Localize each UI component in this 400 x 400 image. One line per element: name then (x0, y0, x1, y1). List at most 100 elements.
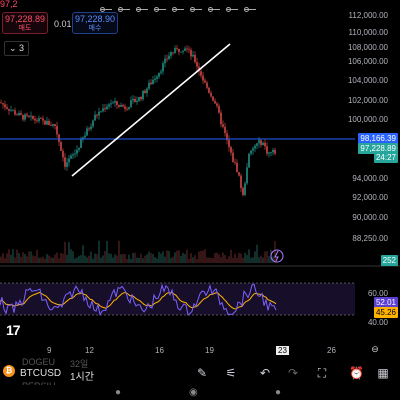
candle-body (190, 49, 192, 57)
indicators-toggle[interactable]: ⌄ 3 (4, 41, 30, 56)
fullscreen-icon[interactable]: ⛶ (317, 366, 327, 380)
candle-body (24, 114, 26, 120)
arrow-line-icon[interactable] (208, 5, 220, 13)
volume-bar (92, 258, 94, 263)
settings-sliders-icon[interactable]: ⚟ (225, 366, 237, 380)
volume-bar (84, 255, 86, 263)
volume-bar (28, 251, 30, 263)
oscillator-slow-line (0, 291, 277, 310)
volume-bar (34, 256, 36, 263)
volume-bar (104, 251, 106, 263)
volume-bar (18, 252, 20, 263)
volume-bar (244, 253, 246, 263)
candle-body (4, 104, 6, 108)
bottom-dot: ● (275, 387, 282, 398)
price-axis-label: 104,000.00 (347, 76, 388, 85)
last-price-tag: 97,228.89 (358, 143, 398, 154)
candle-body (90, 126, 92, 129)
candle-body (142, 90, 144, 100)
undo-icon[interactable]: ↶ (259, 366, 271, 380)
candle-body (236, 162, 238, 173)
osc-slow-tag: 45.26 (373, 307, 398, 318)
redo-icon[interactable]: ↷ (287, 366, 299, 380)
candle-body (160, 71, 162, 73)
candle-body (138, 97, 140, 101)
horizontal-line-price-tag[interactable]: 98,166.39 (358, 133, 398, 144)
candle-body (188, 49, 190, 51)
buy-label: 매수 (88, 25, 102, 32)
volume-bar (188, 258, 190, 263)
volume-bar (108, 253, 110, 263)
volume-bar (8, 249, 10, 263)
volume-bar (142, 258, 144, 263)
time-axis-settings-icon[interactable]: ⊖ (371, 344, 379, 354)
volume-bar (220, 257, 222, 263)
candle-body (154, 78, 156, 80)
segment-tool-icon[interactable] (136, 5, 148, 13)
volume-bar (238, 252, 240, 263)
cross-line-icon[interactable] (226, 5, 238, 13)
candle-body (96, 114, 98, 116)
candle-body (0, 102, 2, 104)
volume-bar (42, 256, 44, 263)
volume-bar (20, 256, 22, 263)
oscillator-fast-line (0, 283, 277, 316)
candle-body (124, 106, 126, 109)
info-line-icon[interactable] (190, 5, 202, 13)
volume-bar (144, 255, 146, 263)
price-axis-label: 106,000.00 (347, 57, 388, 66)
volume-bar (194, 255, 196, 263)
volume-bar (148, 251, 150, 263)
candle-body (208, 87, 210, 93)
ghost-symbol-row: 32일 (70, 359, 89, 369)
bottom-dot: ● (115, 387, 122, 398)
volume-bar (44, 258, 46, 263)
volume-bar (168, 251, 170, 263)
candle-body (194, 54, 196, 63)
candle-body (28, 115, 30, 117)
extended-line-icon[interactable] (154, 5, 166, 13)
volume-lightning-icon[interactable] (270, 249, 284, 263)
trend-tool-icon[interactable] (118, 5, 130, 13)
oscillator-band (0, 283, 355, 315)
symbol-name[interactable]: BTCUSD (20, 368, 62, 379)
volume-bar (22, 252, 24, 263)
pencil-icon[interactable]: ✎ (196, 366, 208, 380)
volume-bar (266, 251, 268, 263)
volume-bar (158, 251, 160, 263)
candle-body (134, 98, 136, 103)
trend-line[interactable] (71, 43, 231, 177)
candle-body (2, 103, 4, 105)
spread-value: 0.01 (54, 19, 72, 29)
candle-body (70, 155, 72, 159)
volume-bar (262, 257, 264, 263)
candle-body (170, 52, 172, 56)
volume-bar (264, 251, 266, 263)
angle-tool-icon[interactable] (244, 5, 256, 13)
calendar-icon[interactable]: ▦ (377, 366, 389, 380)
volume-bar (50, 257, 52, 263)
sell-button[interactable]: 97,228.89 매도 (2, 12, 48, 34)
candle-body (8, 108, 10, 111)
candle-body (68, 158, 70, 163)
volume-bar (40, 257, 42, 263)
candle-body (272, 149, 274, 153)
volume-bar (202, 250, 204, 263)
horizontal-ray-icon[interactable] (172, 5, 184, 13)
price-axis-label: 102,000.00 (347, 96, 388, 105)
volume-bar (178, 250, 180, 263)
volume-bar (0, 256, 2, 263)
price-axis-label: 108,000.00 (347, 43, 388, 52)
volume-bar (258, 257, 260, 263)
ray-tool-icon[interactable] (100, 5, 112, 13)
alert-icon[interactable]: ⏰ (349, 366, 364, 380)
volume-bar (246, 254, 248, 263)
volume-bar (156, 258, 158, 263)
buy-button[interactable]: 97,228.90 매수 (72, 12, 118, 34)
candle-body (22, 114, 24, 120)
candle-body (158, 72, 160, 77)
candle-body (148, 82, 150, 89)
volume-bar (250, 257, 252, 263)
timeframe-label[interactable]: 1시간 (70, 372, 94, 383)
